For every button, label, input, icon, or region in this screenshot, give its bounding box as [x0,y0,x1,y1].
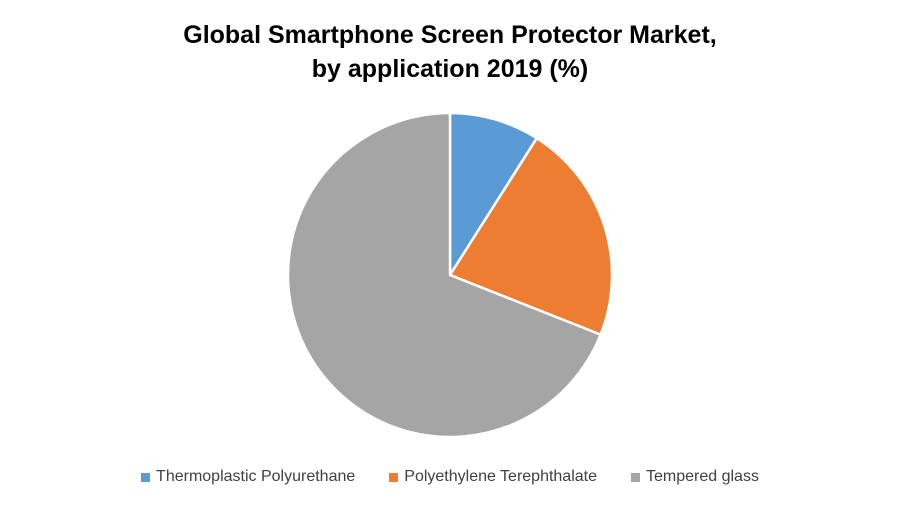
pie-slice-tempered-glass [286,111,602,439]
legend-item-polyethylene-terephthalate: Polyethylene Terephthalate [389,468,597,486]
pie-slice-thermoplastic-polyurethane [448,111,539,277]
legend-label-polyethylene-terephthalate: Polyethylene Terephthalate [404,468,597,485]
chart-title-line-1: Global Smartphone Screen Protector Marke… [183,21,717,49]
legend-swatch-thermoplastic-polyurethane [141,472,151,482]
legend-label-thermoplastic-polyurethane: Thermoplastic Polyurethane [156,468,356,485]
legend-item-tempered-glass: Tempered glass [631,468,759,486]
chart-title-line-2: by application 2019 (%) [311,55,589,83]
chart-legend: Thermoplastic Polyurethane Polyethylene … [0,468,900,486]
legend-label-tempered-glass: Tempered glass [646,468,759,485]
pie-slice-polyethylene-terephthalate [448,136,614,336]
legend-swatch-tempered-glass [631,472,640,482]
legend-item-thermoplastic-polyurethane: Thermoplastic Polyurethane [141,468,355,486]
legend-swatch-polyethylene-terephthalate [389,472,399,482]
chart-title: Global Smartphone Screen Protector Marke… [0,18,900,86]
